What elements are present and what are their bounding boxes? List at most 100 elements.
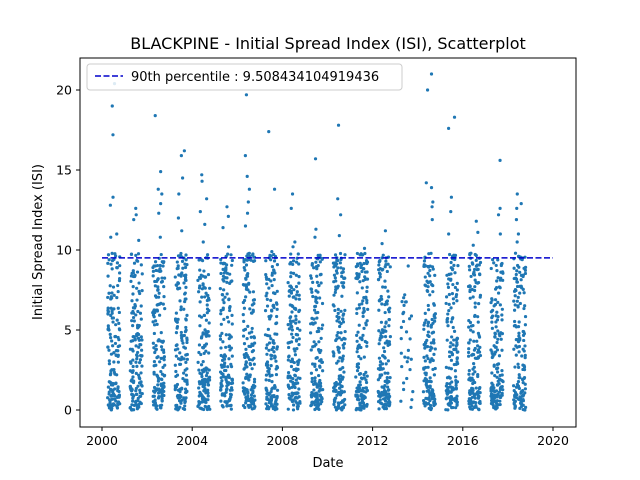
data-point (354, 375, 358, 379)
data-point (116, 386, 120, 390)
data-point (154, 363, 158, 367)
data-point (490, 381, 494, 385)
data-point (406, 348, 410, 352)
data-point (447, 292, 451, 297)
data-point (382, 346, 386, 350)
data-point (335, 333, 339, 338)
data-point (331, 261, 336, 265)
data-point (478, 401, 482, 405)
data-point (252, 377, 257, 381)
data-point (244, 347, 248, 351)
data-point (136, 326, 140, 330)
data-point (454, 347, 458, 351)
data-point (356, 396, 360, 401)
data-point (176, 216, 181, 220)
data-point (202, 384, 206, 388)
data-point (314, 356, 318, 360)
data-point (251, 343, 255, 347)
data-point (475, 263, 479, 267)
data-point (342, 342, 347, 346)
data-point (499, 378, 503, 382)
data-point (137, 281, 141, 285)
data-point (201, 346, 206, 350)
data-point (494, 320, 498, 324)
data-point (332, 273, 337, 277)
data-point (250, 367, 254, 371)
data-point (315, 265, 319, 270)
data-point (489, 386, 493, 390)
data-point (428, 403, 433, 408)
data-point (425, 354, 429, 358)
data-point (270, 273, 274, 277)
data-point (115, 232, 119, 236)
data-point (493, 350, 498, 354)
data-point (107, 380, 111, 384)
data-point (476, 389, 480, 394)
x-tick-label: 2004 (176, 433, 208, 448)
data-point (426, 281, 430, 285)
data-point (495, 367, 499, 371)
data-point (310, 380, 314, 384)
data-point (252, 380, 257, 384)
data-point (361, 401, 366, 405)
data-point (156, 355, 160, 359)
data-point (490, 297, 494, 301)
data-point (334, 285, 338, 289)
data-point (138, 400, 142, 404)
data-point (180, 355, 184, 359)
data-point (494, 263, 498, 268)
data-point (224, 375, 228, 380)
data-point (423, 283, 427, 287)
data-point (174, 404, 178, 408)
data-point (183, 379, 187, 383)
data-point (204, 374, 209, 378)
data-point (432, 338, 436, 342)
data-point (294, 297, 298, 301)
data-point (292, 368, 296, 372)
data-point (183, 297, 187, 301)
data-point (444, 365, 448, 369)
data-point (513, 404, 517, 408)
data-point (473, 346, 477, 351)
data-point (333, 308, 337, 313)
data-point (341, 357, 345, 361)
data-point (432, 400, 437, 404)
data-point (433, 366, 437, 371)
data-point (383, 229, 387, 233)
data-point (521, 399, 525, 403)
data-point (275, 321, 279, 325)
data-point (197, 368, 201, 372)
data-point (498, 303, 502, 307)
data-point (264, 386, 268, 390)
data-point (426, 320, 431, 324)
data-point (365, 277, 370, 281)
data-point (294, 318, 298, 322)
data-point (249, 393, 254, 397)
data-point (218, 334, 222, 338)
data-point (246, 252, 250, 256)
data-point (219, 346, 223, 350)
data-point (383, 379, 387, 383)
data-point (289, 252, 293, 256)
data-point (200, 295, 204, 299)
data-point (219, 376, 223, 380)
data-point (113, 335, 117, 339)
data-point (385, 269, 389, 274)
data-point (269, 337, 273, 341)
data-point (467, 368, 471, 373)
data-point (107, 348, 111, 352)
data-point (358, 372, 363, 376)
data-point (107, 291, 111, 295)
data-point (264, 259, 268, 263)
data-point (338, 324, 342, 329)
data-point (291, 295, 295, 299)
data-point (174, 354, 178, 358)
data-point (295, 347, 299, 351)
data-point (500, 313, 504, 317)
data-point (292, 347, 296, 351)
data-point (118, 271, 122, 275)
data-point (423, 376, 427, 381)
data-point (156, 374, 160, 379)
data-point (291, 408, 296, 412)
data-point (377, 342, 381, 346)
